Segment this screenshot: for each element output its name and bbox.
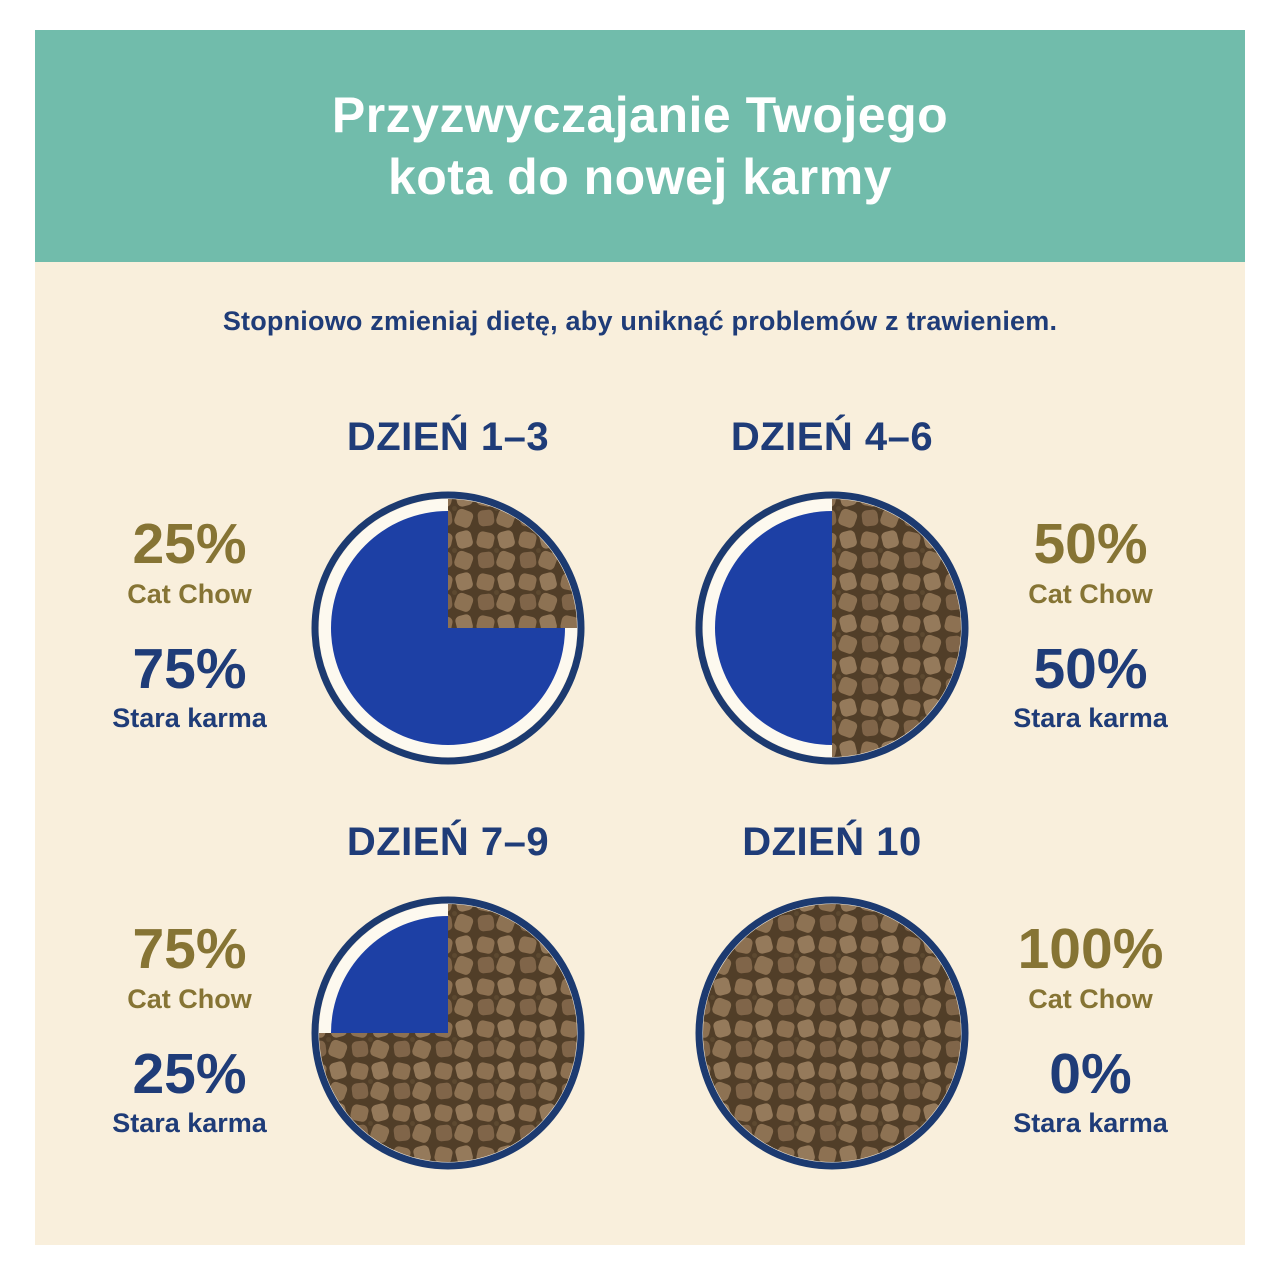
day-section-1-3: 25% Cat Chow 75% Stara karma DZIEŃ 1–3 [35, 415, 640, 768]
pie-column: DZIEŃ 4–6 [692, 415, 972, 768]
old-food-name: Stara karma [1013, 1107, 1168, 1138]
page-title: Przyzwyczajanie Twojego kota do nowej ka… [332, 84, 948, 208]
new-food-group: 75% Cat Chow [87, 920, 292, 1014]
ratio-labels: 75% Cat Chow 25% Stara karma [87, 854, 292, 1138]
old-food-group: 75% Stara karma [87, 636, 292, 734]
new-food-percent: 25% [132, 512, 247, 577]
ratio-labels: 25% Cat Chow 75% Stara karma [87, 449, 292, 733]
days-grid: 25% Cat Chow 75% Stara karma DZIEŃ 1–3 [35, 415, 1245, 1173]
new-food-percent: 50% [1033, 512, 1148, 577]
pie-column: DZIEŃ 10 [692, 820, 972, 1173]
new-food-name: Cat Chow [127, 983, 252, 1014]
new-food-percent: 100% [1017, 917, 1164, 982]
old-food-group: 50% Stara karma [988, 636, 1193, 734]
old-food-name: Stara karma [112, 1107, 267, 1138]
subtitle: Stopniowo zmieniaj dietę, aby uniknąć pr… [222, 306, 1058, 336]
day-title: DZIEŃ 10 [742, 820, 922, 864]
day-title: DZIEŃ 4–6 [730, 415, 934, 459]
day-section-7-9: 75% Cat Chow 25% Stara karma DZIEŃ 7–9 [35, 820, 640, 1173]
old-food-group: 25% Stara karma [87, 1041, 292, 1139]
day-section-10: DZIEŃ 10 100% Cat Chow 0% Stara karma [640, 820, 1245, 1173]
old-food-percent: 25% [132, 1041, 247, 1106]
new-food-group: 25% Cat Chow [87, 515, 292, 609]
page-title-line2: kota do nowej karmy [387, 149, 893, 205]
old-food-percent: 0% [1049, 1041, 1132, 1106]
new-food-name: Cat Chow [1028, 983, 1153, 1014]
new-food-group: 100% Cat Chow [988, 920, 1193, 1014]
pie-column: DZIEŃ 1–3 [308, 415, 588, 768]
ratio-labels: 100% Cat Chow 0% Stara karma [988, 854, 1193, 1138]
old-food-percent: 75% [132, 636, 247, 701]
new-food-group: 50% Cat Chow [988, 515, 1193, 609]
pie-chart-day-1-3 [311, 491, 585, 765]
new-food-percent: 75% [132, 917, 247, 982]
pie-chart-day-4-6 [695, 491, 969, 765]
new-food-name: Cat Chow [127, 578, 252, 609]
page-title-line1: Przyzwyczajanie Twojego [331, 87, 949, 143]
day-section-4-6: DZIEŃ 4–6 50% Cat Chow 50% Stara karma [640, 415, 1245, 768]
old-food-group: 0% Stara karma [988, 1041, 1193, 1139]
ratio-labels: 50% Cat Chow 50% Stara karma [988, 449, 1193, 733]
day-title: DZIEŃ 7–9 [346, 820, 550, 864]
old-food-percent: 50% [1033, 636, 1148, 701]
frame: Przyzwyczajanie Twojego kota do nowej ka… [35, 30, 1245, 1245]
new-food-name: Cat Chow [1028, 578, 1153, 609]
old-food-name: Stara karma [112, 702, 267, 733]
day-title: DZIEŃ 1–3 [346, 415, 550, 459]
content-area: Stopniowo zmieniaj dietę, aby uniknąć pr… [35, 262, 1245, 1245]
pie-column: DZIEŃ 7–9 [308, 820, 588, 1173]
header-banner: Przyzwyczajanie Twojego kota do nowej ka… [35, 30, 1245, 262]
pie-chart-day-10 [695, 896, 969, 1170]
pie-chart-day-7-9 [311, 896, 585, 1170]
old-food-name: Stara karma [1013, 702, 1168, 733]
